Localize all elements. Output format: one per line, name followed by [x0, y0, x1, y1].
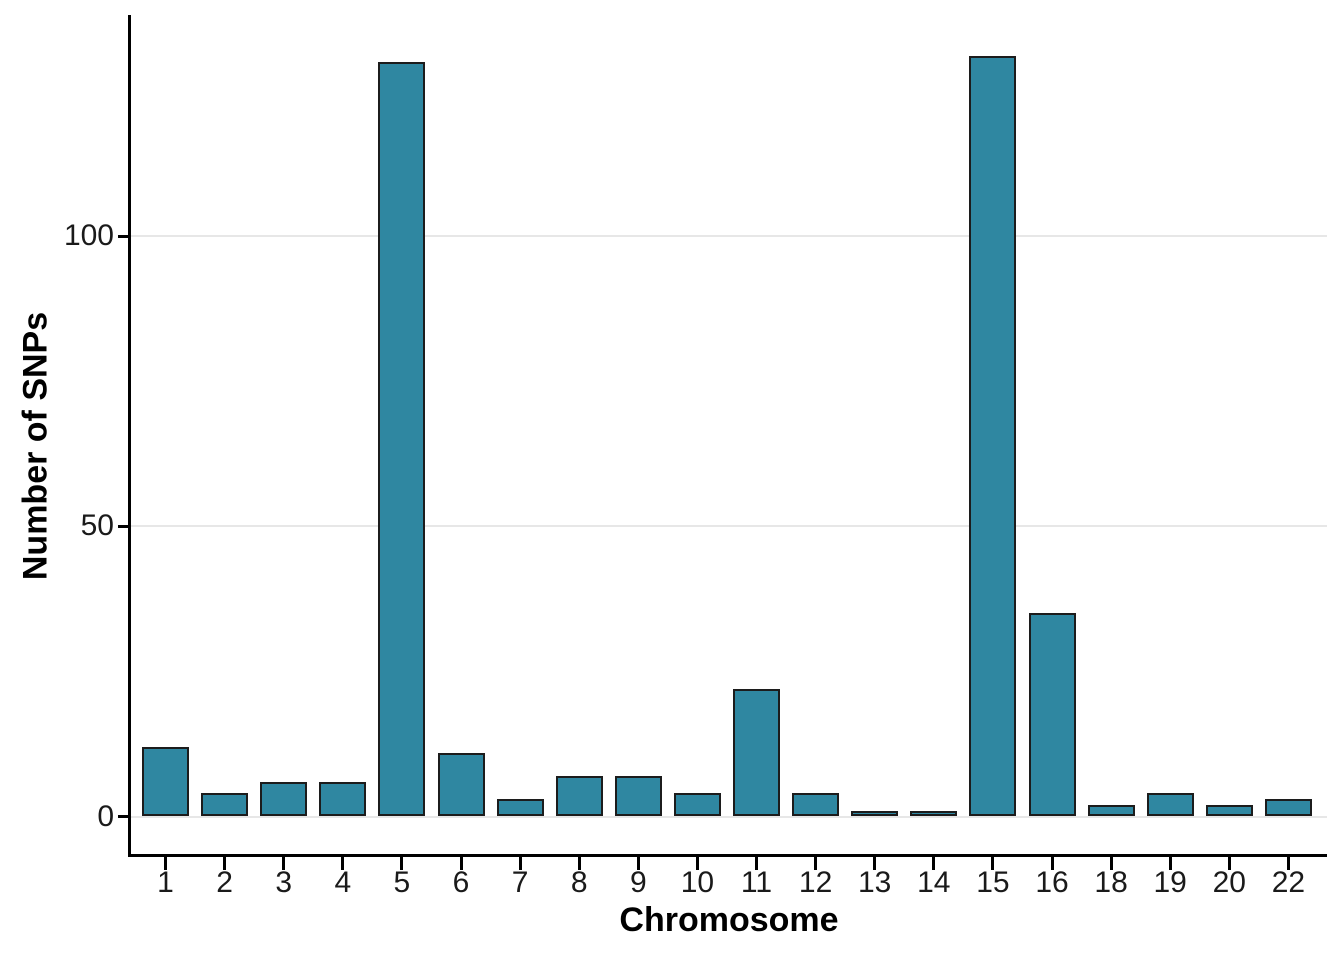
x-tick-9 — [636, 856, 640, 870]
x-tick-label-8: 8 — [570, 866, 588, 899]
x-tick-7 — [518, 856, 522, 870]
x-tick-18 — [1109, 856, 1113, 870]
bar-chromosome-14 — [910, 810, 958, 817]
y-axis-title: Number of SNPs — [16, 311, 55, 581]
gridline-0 — [129, 815, 1327, 818]
x-tick-20 — [1227, 856, 1231, 870]
x-tick-label-15: 15 — [976, 866, 1010, 899]
bar-chromosome-19 — [1146, 793, 1194, 817]
y-tick-0 — [117, 815, 130, 818]
bar-chromosome-7 — [496, 799, 544, 817]
x-tick-5 — [400, 856, 404, 870]
x-tick-label-7: 7 — [511, 866, 529, 899]
bar-chromosome-20 — [1205, 804, 1253, 817]
x-tick-label-6: 6 — [452, 866, 470, 899]
y-tick-50 — [117, 524, 130, 528]
y-tick-label-50: 50 — [80, 509, 114, 543]
x-tick-label-10: 10 — [680, 866, 715, 899]
y-axis-line — [128, 15, 131, 855]
x-tick-label-14: 14 — [917, 866, 951, 899]
x-tick-15 — [991, 856, 995, 870]
x-tick-19 — [1168, 856, 1172, 870]
x-tick-label-20: 20 — [1212, 866, 1246, 899]
bar-chromosome-15 — [969, 56, 1017, 817]
x-tick-label-19: 19 — [1153, 866, 1187, 899]
x-tick-6 — [459, 856, 463, 870]
x-tick-4 — [341, 856, 345, 870]
bar-chromosome-8 — [555, 775, 603, 817]
bar-chromosome-6 — [437, 752, 485, 817]
bar-chromosome-16 — [1028, 613, 1076, 817]
bar-chromosome-12 — [792, 793, 840, 817]
x-tick-22 — [1286, 856, 1290, 870]
x-tick-13 — [873, 856, 877, 870]
bar-chromosome-22 — [1264, 799, 1312, 817]
x-tick-label-12: 12 — [798, 866, 833, 899]
x-tick-label-11: 11 — [740, 866, 773, 899]
x-tick-label-22: 22 — [1271, 866, 1306, 899]
bar-chromosome-4 — [319, 781, 367, 817]
bar-chromosome-18 — [1087, 804, 1135, 817]
x-tick-11 — [755, 856, 758, 870]
bar-chromosome-10 — [673, 793, 721, 817]
x-tick-label-3: 3 — [275, 866, 293, 899]
x-axis-line — [128, 853, 1327, 857]
x-tick-label-13: 13 — [858, 866, 892, 899]
x-tick-12 — [814, 856, 818, 870]
bar-chromosome-5 — [378, 61, 426, 817]
y-tick-label-0: 0 — [97, 799, 114, 833]
x-tick-label-16: 16 — [1035, 866, 1069, 899]
x-tick-label-5: 5 — [393, 866, 411, 899]
x-tick-label-4: 4 — [334, 866, 352, 899]
gridline-50 — [129, 525, 1327, 528]
x-tick-10 — [695, 856, 699, 870]
bar-chromosome-3 — [260, 781, 308, 817]
bar-chromosome-9 — [614, 775, 662, 817]
x-tick-8 — [577, 856, 581, 870]
bar-chromosome-1 — [142, 746, 189, 817]
bar-chromosome-11 — [733, 688, 780, 817]
bar-chromosome-2 — [201, 793, 249, 817]
x-tick-1 — [164, 856, 167, 870]
x-tick-label-1: 1 — [157, 866, 174, 899]
x-tick-2 — [223, 856, 227, 870]
x-axis-title: Chromosome — [619, 901, 839, 939]
y-tick-100 — [117, 234, 130, 238]
x-tick-14 — [932, 856, 936, 870]
gridline-100 — [129, 235, 1327, 237]
x-tick-16 — [1050, 856, 1054, 870]
x-tick-label-9: 9 — [629, 866, 647, 899]
x-tick-label-2: 2 — [216, 866, 233, 899]
x-tick-label-18: 18 — [1094, 866, 1128, 899]
y-tick-label-100: 100 — [63, 219, 114, 252]
x-tick-3 — [282, 856, 286, 870]
bar-chromosome-13 — [851, 810, 899, 817]
